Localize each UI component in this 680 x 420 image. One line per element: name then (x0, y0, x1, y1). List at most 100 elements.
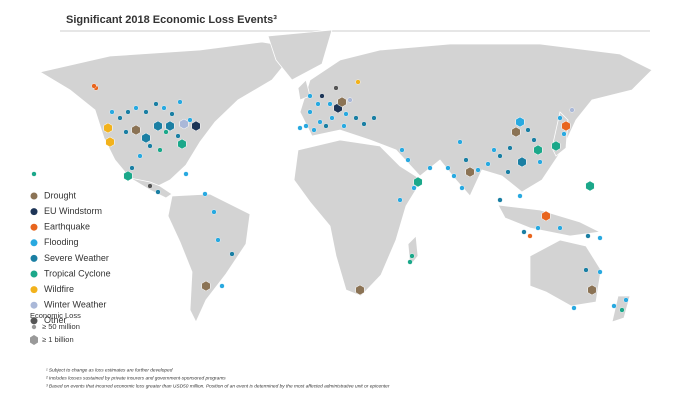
event-marker (215, 237, 221, 243)
event-marker (333, 85, 339, 91)
event-marker (341, 123, 347, 129)
event-marker (405, 157, 411, 163)
event-marker (517, 156, 527, 168)
event-marker (561, 131, 567, 137)
event-marker (587, 284, 597, 296)
event-marker (361, 121, 367, 127)
event-marker (323, 123, 329, 129)
event-marker (315, 101, 321, 107)
legend-swatch (30, 286, 38, 294)
legend-swatch (30, 239, 38, 247)
world-map (38, 29, 653, 323)
event-marker (133, 105, 139, 111)
event-marker (397, 197, 403, 203)
event-marker (585, 233, 591, 239)
footnote: ³ Based on events that incurred economic… (46, 383, 390, 389)
event-marker (103, 122, 113, 134)
event-marker (347, 97, 353, 103)
size-legend-label: ≥ 1 billion (42, 335, 74, 344)
event-marker (541, 210, 551, 222)
event-marker (497, 153, 503, 159)
event-marker (557, 225, 563, 231)
event-marker (337, 96, 347, 108)
event-marker (505, 169, 511, 175)
event-marker (153, 120, 163, 132)
event-marker (311, 127, 317, 133)
event-marker (143, 109, 149, 115)
event-marker (427, 165, 433, 171)
event-marker (177, 138, 187, 150)
event-marker (525, 127, 531, 133)
event-markers (31, 79, 629, 313)
event-marker (137, 153, 143, 159)
event-marker (409, 253, 415, 259)
event-marker (413, 176, 423, 188)
legend-swatch (30, 301, 38, 309)
event-marker (165, 120, 175, 132)
legend-label: Winter Weather (44, 300, 106, 310)
event-marker (131, 124, 141, 136)
event-marker (411, 185, 417, 191)
event-marker (451, 173, 457, 179)
event-marker (211, 209, 217, 215)
event-marker (511, 126, 521, 138)
event-marker (459, 185, 465, 191)
title: Significant 2018 Economic Loss Events³ (66, 14, 277, 26)
event-marker (399, 147, 405, 153)
event-marker (105, 136, 115, 148)
event-marker (201, 280, 211, 292)
event-marker (229, 251, 235, 257)
legend-swatch (30, 254, 38, 262)
event-marker (177, 99, 183, 105)
event-marker (147, 143, 153, 149)
legend-swatch (30, 208, 38, 216)
event-marker (202, 191, 208, 197)
event-marker (515, 116, 525, 128)
event-marker (169, 111, 175, 117)
legend-swatch (30, 192, 38, 200)
event-marker (161, 105, 167, 111)
footnote: ² Includes losses sustained by private i… (46, 375, 226, 381)
event-marker (465, 166, 475, 178)
legend-label: Tropical Cyclone (44, 268, 111, 278)
event-marker (153, 101, 159, 107)
event-marker (619, 307, 625, 313)
event-marker (319, 93, 325, 99)
event-marker (307, 93, 313, 99)
event-marker (475, 167, 481, 173)
event-marker (329, 115, 335, 121)
event-marker (569, 107, 575, 113)
event-marker (187, 117, 193, 123)
event-marker (507, 145, 513, 151)
event-marker (497, 197, 503, 203)
event-marker (175, 133, 181, 139)
event-marker (571, 305, 577, 311)
event-marker (317, 119, 323, 125)
event-marker (611, 303, 617, 309)
legend-label: Severe Weather (44, 253, 109, 263)
event-marker (531, 137, 537, 143)
event-marker (445, 165, 451, 171)
event-marker (533, 144, 543, 156)
event-marker (109, 109, 115, 115)
event-marker (31, 171, 37, 177)
event-marker (297, 125, 303, 131)
event-marker (123, 170, 133, 182)
event-marker (219, 283, 225, 289)
event-marker (561, 120, 571, 132)
event-marker (491, 147, 497, 153)
event-marker (191, 120, 201, 132)
legend-label: EU Windstorm (44, 206, 102, 216)
event-marker (597, 235, 603, 241)
event-marker (125, 109, 131, 115)
event-marker (303, 123, 309, 129)
legend-swatch (30, 270, 38, 278)
event-marker (355, 284, 365, 296)
size-legend-title: Economic Loss (30, 311, 81, 320)
event-marker (585, 180, 595, 192)
size-legend-label: ≥ 50 million (42, 322, 80, 331)
event-marker (307, 109, 313, 115)
event-marker (371, 115, 377, 121)
event-marker (183, 171, 189, 177)
event-marker (557, 115, 563, 121)
